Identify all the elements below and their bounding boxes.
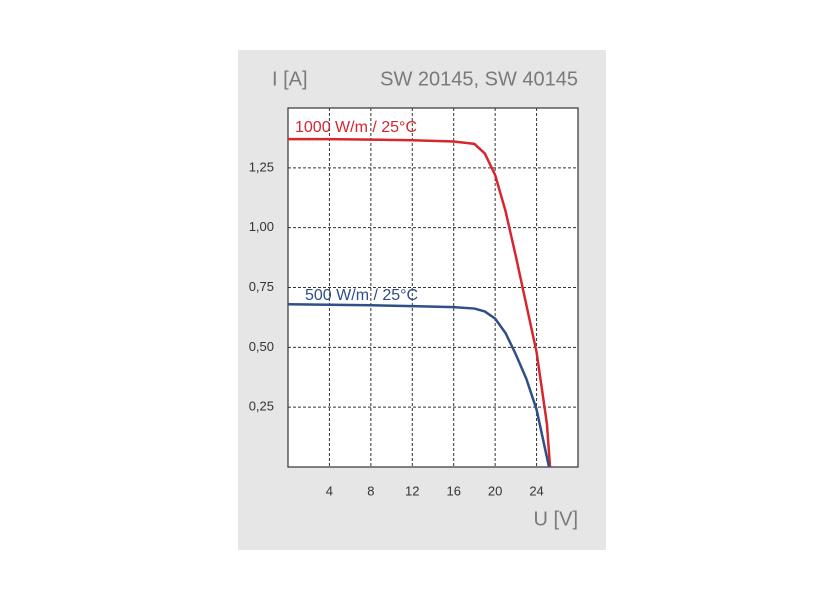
x-tick-label: 20 [488,483,502,498]
y-tick-label: 1,00 [249,219,274,234]
x-axis-label: U [V] [534,508,578,530]
y-tick-label: 0,75 [249,279,274,294]
series-label: 500 W/m / 25°C [305,287,418,304]
series-line [288,137,552,468]
chart-title: SW 20145, SW 40145 [380,68,578,90]
y-tick-label: 0,25 [249,399,274,414]
plot-frame [287,107,579,468]
x-tick-label: 24 [529,483,543,498]
series-label: 1000 W/m / 25°C [295,119,417,136]
x-tick-label: 12 [405,483,419,498]
y-axis-label: I [A] [272,68,308,90]
y-tick-label: 1,25 [249,159,274,174]
x-tick-label: 4 [326,483,333,498]
y-tick-label: 0,50 [249,339,274,354]
x-tick-label: 8 [367,483,374,498]
series-line [287,303,551,468]
x-tick-label: 16 [446,483,460,498]
